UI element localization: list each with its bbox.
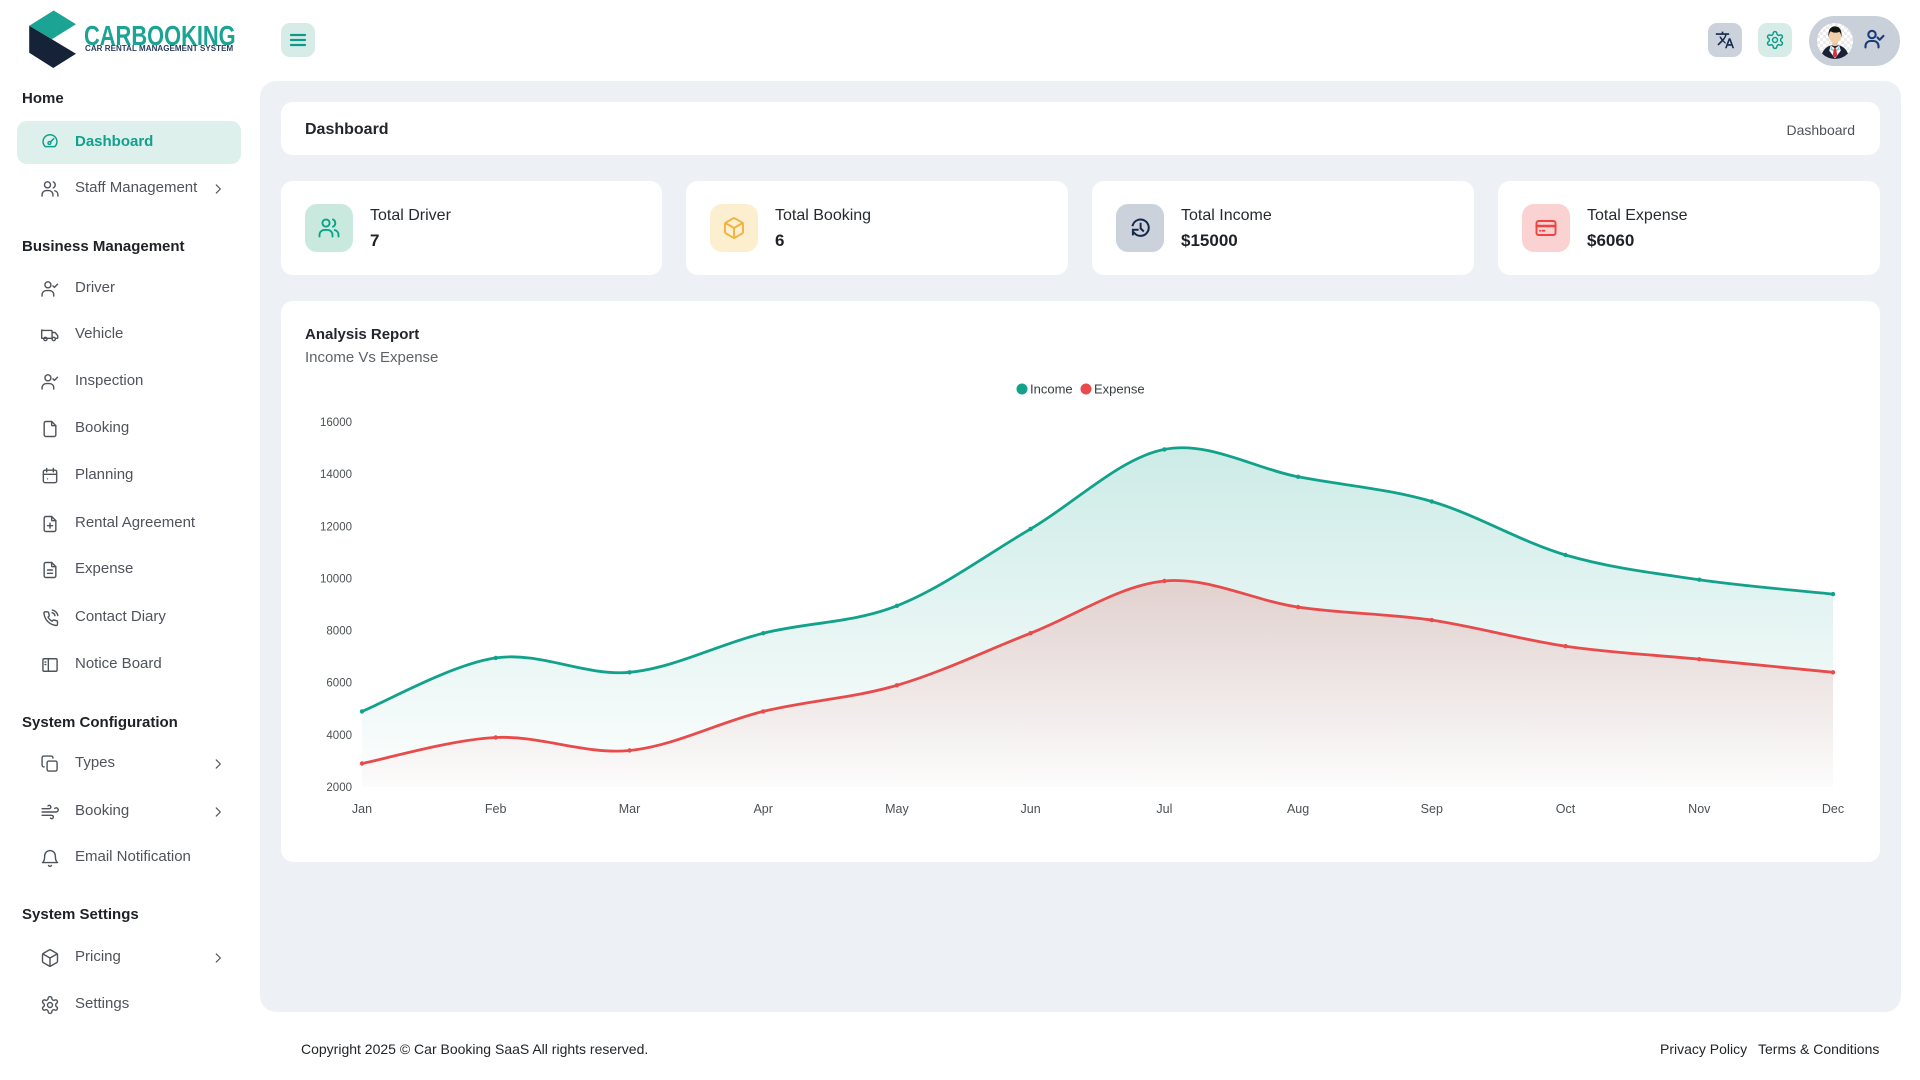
svg-text:Oct: Oct xyxy=(1556,802,1576,816)
svg-text:2000: 2000 xyxy=(326,782,352,794)
svg-text:Apr: Apr xyxy=(753,802,772,816)
svg-text:May: May xyxy=(885,802,909,816)
svg-text:Income: Income xyxy=(1030,382,1073,397)
svg-text:10000: 10000 xyxy=(320,573,352,585)
svg-text:Jul: Jul xyxy=(1156,802,1172,816)
svg-text:16000: 16000 xyxy=(320,417,352,429)
svg-text:Mar: Mar xyxy=(619,802,641,816)
svg-text:Sep: Sep xyxy=(1421,802,1443,816)
svg-text:Jun: Jun xyxy=(1021,802,1041,816)
svg-text:Nov: Nov xyxy=(1688,802,1711,816)
svg-text:Dec: Dec xyxy=(1822,802,1844,816)
svg-text:Feb: Feb xyxy=(485,802,507,816)
svg-text:Aug: Aug xyxy=(1287,802,1309,816)
svg-text:12000: 12000 xyxy=(320,521,352,533)
svg-text:8000: 8000 xyxy=(326,626,352,638)
svg-text:Expense: Expense xyxy=(1094,382,1145,397)
svg-text:6000: 6000 xyxy=(326,678,352,690)
svg-text:Jan: Jan xyxy=(352,802,372,816)
svg-text:14000: 14000 xyxy=(320,469,352,481)
svg-text:4000: 4000 xyxy=(326,730,352,742)
